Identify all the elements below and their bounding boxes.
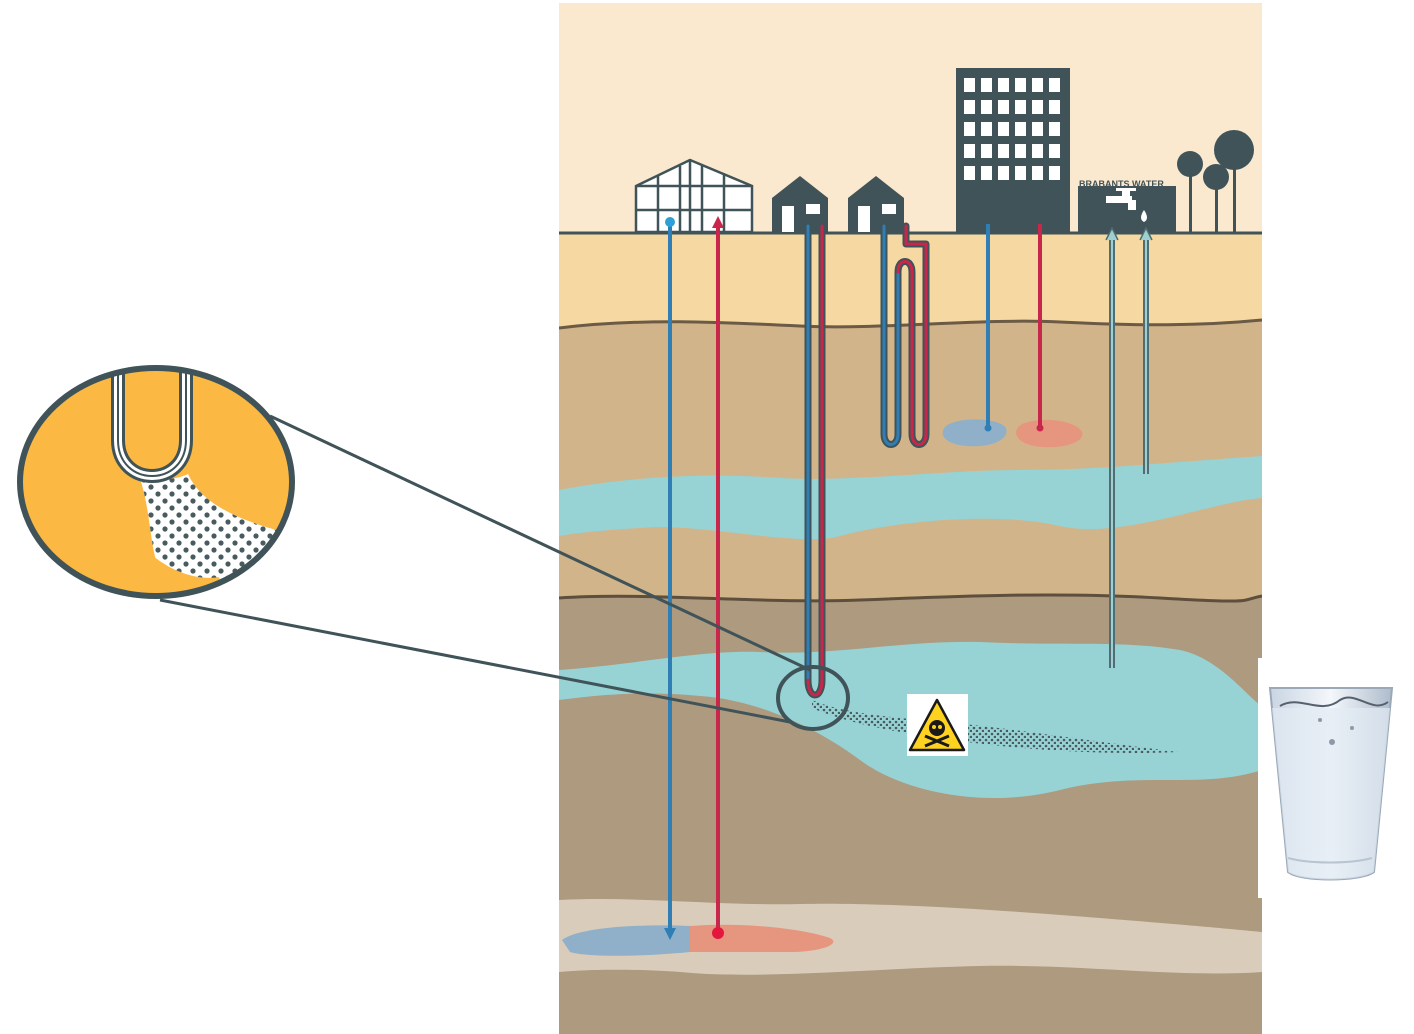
building-window xyxy=(1015,122,1026,136)
building-window xyxy=(1032,122,1043,136)
building-window xyxy=(998,122,1009,136)
building-window xyxy=(1015,78,1026,92)
greenhouse-icon xyxy=(634,158,754,234)
hazard-skull-icon xyxy=(907,694,968,756)
horizontal-loop-borehole xyxy=(880,222,930,448)
building-window xyxy=(998,100,1009,114)
office-building-icon xyxy=(956,68,1070,232)
magnifier-circle-icon xyxy=(17,365,295,599)
water-tap-icon xyxy=(1106,188,1147,222)
clay-layer xyxy=(559,320,1262,610)
building-window xyxy=(998,166,1009,180)
drinking-water-well-deep xyxy=(1105,226,1119,668)
building-window xyxy=(1032,100,1043,114)
water-company-building-icon: BRABANTS WATER xyxy=(1078,179,1176,232)
building-window xyxy=(964,100,975,114)
building-window xyxy=(998,78,1009,92)
building-window xyxy=(1015,166,1026,180)
upper-aquifer xyxy=(559,456,1262,540)
building-window xyxy=(1015,144,1026,158)
building-window xyxy=(1032,144,1043,158)
building-window xyxy=(1049,122,1060,136)
building-window xyxy=(1032,166,1043,180)
building-window xyxy=(964,122,975,136)
tree-icon xyxy=(1177,130,1254,232)
building-window xyxy=(964,78,975,92)
building-window xyxy=(998,144,1009,158)
deep-cold-well xyxy=(664,217,676,940)
house-icon xyxy=(848,176,904,232)
water-glass-icon xyxy=(1258,658,1398,898)
building-window xyxy=(981,100,992,114)
building-window xyxy=(981,144,992,158)
building-window xyxy=(1049,78,1060,92)
contamination-trail xyxy=(812,700,1178,754)
building-window xyxy=(1049,166,1060,180)
building-window xyxy=(981,122,992,136)
building-window xyxy=(964,166,975,180)
warm-storage-plume xyxy=(690,924,834,952)
drinking-water-well-shallow xyxy=(1139,226,1153,474)
building-sign: BRABANTS WATER xyxy=(1079,179,1164,189)
warm-small-plume xyxy=(1016,419,1083,448)
house-icon xyxy=(772,176,828,232)
office-warm-well xyxy=(1036,224,1044,432)
building-window xyxy=(1049,144,1060,158)
soil-cross-section: BRABANTS WATER xyxy=(559,3,1262,1034)
building-window xyxy=(981,78,992,92)
bottom-layer xyxy=(559,899,1262,975)
cold-storage-plume xyxy=(562,925,690,956)
building-window xyxy=(964,144,975,158)
office-cold-well xyxy=(984,224,992,432)
zoom-callout xyxy=(17,365,811,724)
building-window xyxy=(1049,100,1060,114)
building-window xyxy=(1015,100,1026,114)
leak-highlight-circle xyxy=(776,665,850,731)
building-window xyxy=(1032,78,1043,92)
closed-loop-borehole xyxy=(804,222,826,699)
deep-warm-well xyxy=(712,216,724,939)
building-window xyxy=(981,166,992,180)
